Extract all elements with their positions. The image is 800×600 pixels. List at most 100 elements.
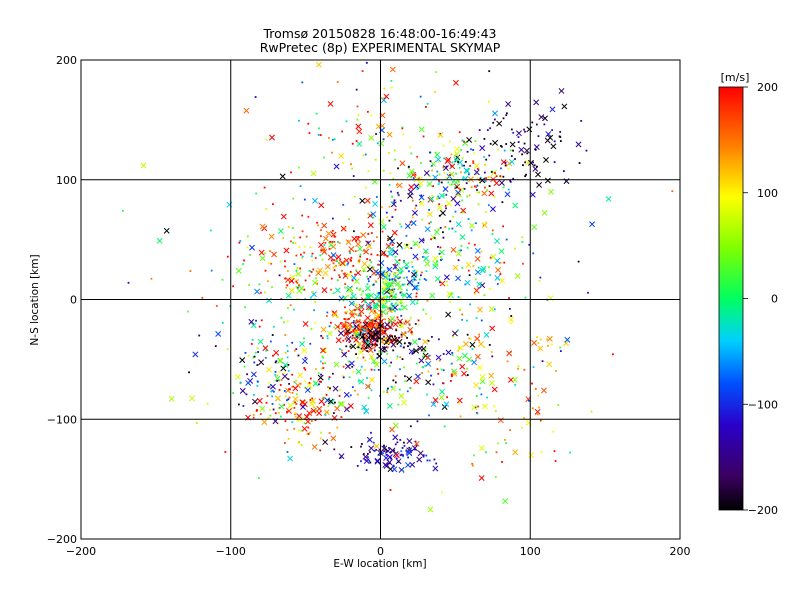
scatter-cross: [474, 335, 481, 342]
scatter-dot: [380, 322, 383, 324]
scatter-dot: [527, 399, 530, 402]
scatter-dot: [378, 292, 381, 294]
scatter-dot: [319, 437, 322, 440]
scatter-dot: [271, 334, 274, 336]
scatter-dot: [284, 395, 287, 398]
scatter-dot: [383, 347, 385, 350]
scatter-dot: [448, 227, 451, 230]
scatter-cross: [321, 222, 328, 229]
scatter-dot: [386, 327, 389, 330]
scatter-dot: [450, 373, 453, 376]
scatter-dot: [371, 336, 374, 338]
scatter-cross: [425, 360, 432, 367]
scatter-dot: [383, 445, 385, 448]
scatter-cross: [403, 261, 410, 268]
scatter-dot: [357, 114, 360, 117]
scatter-dot: [394, 443, 397, 446]
scatter-dot: [451, 161, 454, 164]
scatter-dot: [423, 278, 426, 280]
scatter-dot: [374, 320, 377, 323]
scatter-dot: [286, 320, 289, 323]
scatter-dot: [367, 280, 370, 283]
scatter-cross: [406, 172, 413, 179]
scatter-dot: [388, 300, 391, 303]
scatter-cross: [496, 120, 503, 127]
scatter-cross: [561, 103, 568, 110]
scatter-dot: [415, 362, 418, 365]
scatter-dot: [282, 237, 285, 239]
scatter-dot: [415, 292, 418, 295]
scatter-cross: [493, 180, 500, 187]
scatter-dot: [379, 453, 381, 456]
scatter-dot: [475, 317, 478, 319]
scatter-cross: [156, 237, 163, 244]
scatter-cross: [276, 357, 283, 364]
scatter-dot: [356, 356, 359, 359]
scatter-cross: [350, 274, 357, 281]
scatter-cross: [330, 252, 337, 259]
scatter-dot: [457, 259, 460, 262]
scatter-dot: [416, 302, 419, 305]
scatter-dot: [320, 431, 322, 434]
scatter-cross: [277, 228, 284, 235]
scatter-cross: [463, 167, 470, 174]
scatter-dot: [415, 443, 418, 446]
scatter-cross: [404, 223, 411, 230]
scatter-cross: [418, 237, 425, 244]
scatter-cross: [372, 201, 379, 207]
scatter-dot: [321, 337, 324, 339]
scatter-dot: [314, 368, 317, 370]
scatter-dot: [372, 240, 375, 243]
scatter-dot: [554, 460, 557, 462]
scatter-dot: [303, 422, 306, 425]
scatter-dot: [362, 356, 365, 359]
scatter-dot: [288, 383, 290, 385]
scatter-dot: [355, 335, 358, 338]
scatter-dot: [526, 152, 529, 155]
scatter-dot: [440, 255, 442, 258]
scatter-dot: [396, 355, 399, 358]
scatter-dot: [399, 272, 401, 274]
scatter-dot: [319, 360, 322, 363]
scatter-cross: [378, 260, 385, 266]
scatter-dot: [426, 102, 429, 105]
scatter-dot: [538, 279, 541, 282]
scatter-dot: [390, 201, 393, 204]
scatter-dot: [287, 307, 289, 309]
scatter-dot: [363, 336, 365, 339]
scatter-dot: [466, 195, 469, 198]
scatter-cross: [338, 453, 345, 460]
scatter-cross: [388, 246, 395, 253]
scatter-cross: [471, 359, 478, 366]
scatter-cross: [473, 169, 480, 176]
scatter-dot: [293, 427, 296, 430]
scatter-cross: [355, 241, 362, 248]
scatter-cross: [380, 308, 387, 315]
scatter-dot: [364, 186, 367, 189]
scatter-cross: [434, 151, 441, 158]
scatter-cross: [334, 323, 341, 330]
scatter-dot: [327, 405, 330, 408]
scatter-dot: [323, 403, 325, 406]
scatter-dot: [461, 313, 464, 316]
scatter-dot: [383, 306, 386, 309]
scatter-cross: [396, 284, 403, 291]
scatter-dot: [278, 389, 281, 391]
scatter-dot: [451, 352, 454, 354]
scatter-cross: [548, 188, 554, 195]
scatter-cross: [473, 162, 480, 169]
scatter-dot: [460, 148, 463, 151]
scatter-cross: [417, 180, 424, 187]
scatter-cross: [239, 387, 246, 394]
scatter-cross: [308, 400, 315, 407]
scatter-cross: [310, 170, 317, 177]
scatter-dot: [364, 300, 367, 303]
scatter-dot: [420, 177, 423, 179]
scatter-dot: [267, 280, 269, 283]
scatter-dot: [352, 326, 354, 328]
scatter-dot: [355, 314, 358, 317]
scatter-dot: [342, 365, 345, 368]
scatter-dot: [472, 160, 475, 163]
scatter-dot: [499, 175, 502, 177]
